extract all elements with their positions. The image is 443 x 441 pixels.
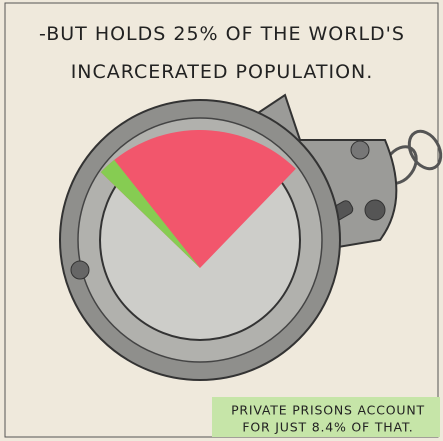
rivet (70, 260, 90, 280)
rivet (350, 140, 370, 160)
title-line: -BUT HOLDS 25% OF THE WORLD'S (39, 23, 405, 45)
annotation-line: FOR JUST 8.4% OF THAT. (242, 420, 413, 435)
private-wedge (100, 159, 200, 268)
share-wedge (100, 130, 296, 268)
pie (100, 130, 296, 268)
annotation-box (212, 397, 440, 437)
rivet (364, 199, 386, 221)
annotation-line: PRIVATE PRISONS ACCOUNT (231, 403, 425, 418)
title-line: INCARCERATED POPULATION. (71, 61, 374, 83)
